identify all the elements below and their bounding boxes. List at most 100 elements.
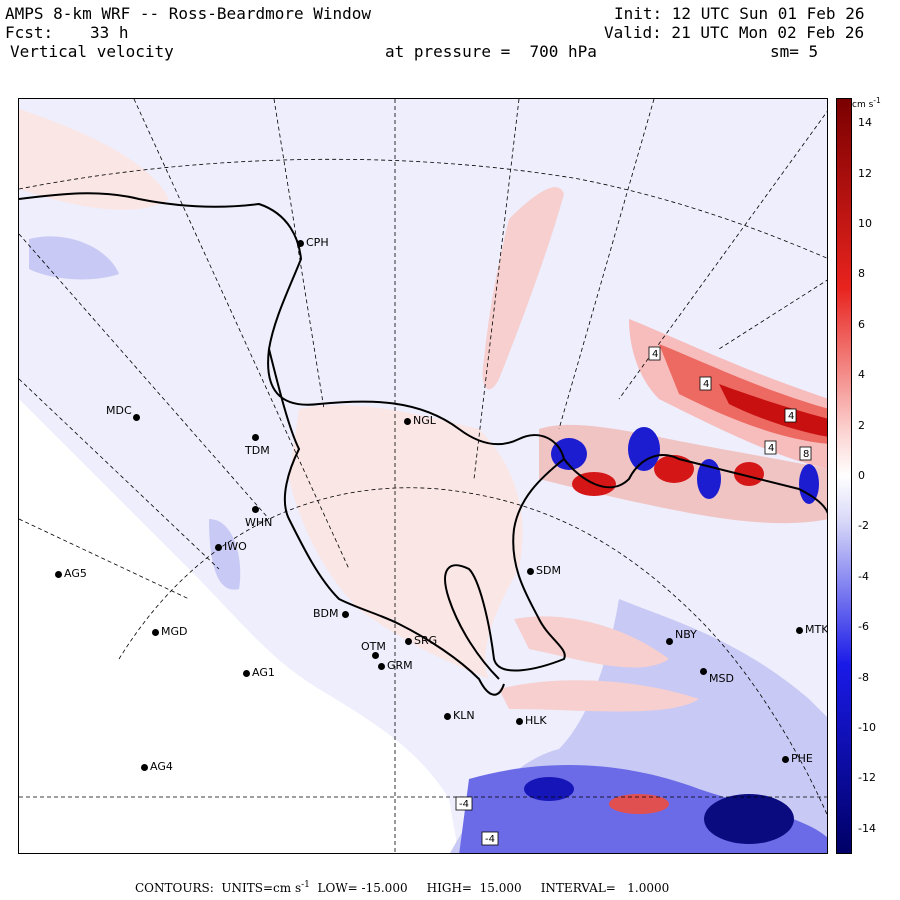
colorbar-tick-label: -14 xyxy=(858,821,876,835)
negative-cell xyxy=(704,794,794,844)
station-label: PHE xyxy=(791,752,813,765)
colorbar-tick-label: -12 xyxy=(858,771,876,785)
positive-streak xyxy=(514,616,669,668)
smoothing: sm= 5 xyxy=(770,42,819,61)
contour-label: 4 xyxy=(768,443,774,454)
graticule xyxy=(19,99,827,853)
station-label: BDM xyxy=(313,607,339,620)
station-label: IWO xyxy=(224,540,247,553)
forecast-label: Fcst: xyxy=(5,23,54,42)
negative-patch xyxy=(29,236,119,280)
station-marker xyxy=(405,638,412,645)
positive-cell xyxy=(654,455,694,483)
positive-patch xyxy=(19,109,169,210)
station-label: WHN xyxy=(245,516,273,529)
station-marker xyxy=(252,434,259,441)
positive-area-shelf xyxy=(289,405,523,679)
station-label: NBY xyxy=(675,628,697,641)
colorbar-tick-label: 6 xyxy=(858,317,865,331)
station-label: NGL xyxy=(413,414,436,427)
no-data-area xyxy=(19,399,459,853)
colorbar-tick-label: -10 xyxy=(858,721,876,734)
field-name: Vertical velocity xyxy=(10,42,174,61)
station-marker xyxy=(378,663,385,670)
station-marker xyxy=(372,652,379,659)
station-marker xyxy=(297,240,304,247)
colorbar-tick-label: -6 xyxy=(858,620,869,634)
map-field: 4 4 4 4 8 -4 -4 xyxy=(19,99,827,853)
station-marker xyxy=(444,713,451,720)
colorbar-tick-label: -8 xyxy=(858,670,869,684)
colorbar-tick-label: 10 xyxy=(858,217,872,230)
station-label: MSD xyxy=(709,672,734,685)
footer-low: LOW= -15.000 xyxy=(317,881,408,895)
footer-contours: CONTOURS: UNITS=cm s xyxy=(135,881,302,895)
positive-band-core xyxy=(719,384,827,437)
colorbar-tick-label: 2 xyxy=(858,418,865,432)
footer-high: HIGH= 15.000 xyxy=(426,881,522,895)
footer-interval: INTERVAL= 1.0000 xyxy=(540,881,670,895)
contour-label: -4 xyxy=(485,834,495,845)
contour-label: 4 xyxy=(788,411,794,422)
station-marker xyxy=(782,756,789,763)
positive-cell xyxy=(734,462,764,486)
pressure-level: at pressure = 700 hPa xyxy=(385,42,597,61)
station-marker xyxy=(342,611,349,618)
station-label: AG5 xyxy=(64,567,87,580)
contour-label: 4 xyxy=(703,379,709,390)
station-label: MTK xyxy=(805,623,828,636)
station-label: KLN xyxy=(453,709,475,722)
colorbar xyxy=(836,98,852,854)
station-label: HLK xyxy=(525,714,547,727)
station-label: OTM xyxy=(361,640,386,653)
station-label: TDM xyxy=(245,444,270,457)
valid-time: Valid: 21 UTC Mon 02 Feb 26 xyxy=(604,23,865,42)
colorbar-tick-label: 8 xyxy=(858,267,865,281)
station-marker xyxy=(243,670,250,677)
colorbar-unit: cm s-1 xyxy=(852,96,881,110)
colorbar-unit-exponent: -1 xyxy=(873,96,881,105)
negative-cell xyxy=(799,464,819,504)
station-marker xyxy=(796,627,803,634)
colorbar-tick-label: 0 xyxy=(858,469,865,482)
station-marker xyxy=(252,506,259,513)
station-label: SDM xyxy=(536,564,561,577)
forecast-hour: 33 h xyxy=(90,23,129,42)
colorbar-tick-label: 14 xyxy=(858,116,872,130)
positive-cell xyxy=(609,794,669,814)
station-marker xyxy=(516,718,523,725)
negative-cell xyxy=(524,777,574,801)
station-marker xyxy=(55,571,62,578)
station-marker xyxy=(700,668,707,675)
contour-label: 4 xyxy=(652,349,658,360)
station-label: MGD xyxy=(161,625,188,638)
coastline xyxy=(19,192,827,696)
map-title: AMPS 8-km WRF -- Ross-Beardmore Window xyxy=(5,4,372,23)
station-label: MDC xyxy=(106,404,132,417)
contour-label: 8 xyxy=(803,449,809,460)
positive-streak xyxy=(499,680,699,712)
station-label: GRM xyxy=(387,659,413,672)
station-label: AG4 xyxy=(150,760,173,773)
negative-cell xyxy=(628,427,660,471)
contour-label: -4 xyxy=(459,799,469,810)
station-marker xyxy=(666,638,673,645)
station-marker xyxy=(152,629,159,636)
colorbar-tick-label: 4 xyxy=(858,368,865,382)
colorbar-tick-label: -2 xyxy=(858,519,869,533)
negative-patch xyxy=(209,519,241,590)
station-label: CPH xyxy=(306,236,329,249)
station-marker xyxy=(133,414,140,421)
station-marker xyxy=(141,764,148,771)
station-marker xyxy=(404,418,411,425)
station-label: SRG xyxy=(414,634,438,647)
station-marker xyxy=(527,568,534,575)
footer-units-exponent: -1 xyxy=(301,880,310,890)
contour-labels: 4 4 4 4 8 -4 -4 xyxy=(455,346,812,846)
station-label: AG1 xyxy=(252,666,275,679)
station-marker xyxy=(215,544,222,551)
contour-info: CONTOURS: UNITS=cm s-1 LOW= -15.000 HIGH… xyxy=(135,880,669,895)
colorbar-tick-label: 12 xyxy=(858,166,872,180)
positive-streak xyxy=(482,187,564,390)
colorbar-tick-label: -4 xyxy=(858,569,869,583)
